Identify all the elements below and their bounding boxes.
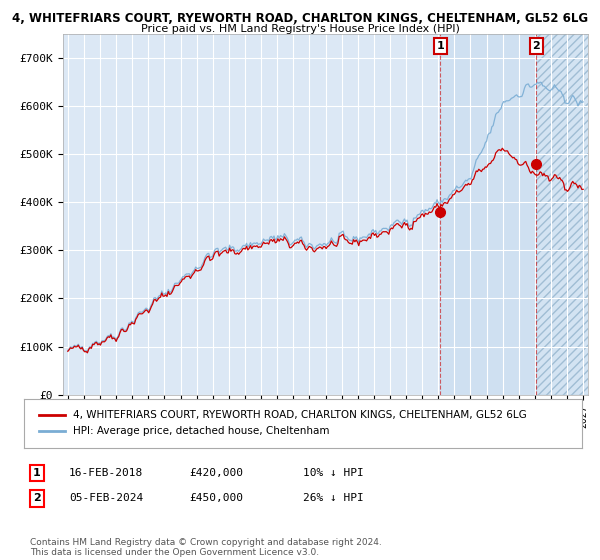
Bar [440,34,536,395]
Text: 4, WHITEFRIARS COURT, RYEWORTH ROAD, CHARLTON KINGS, CHELTENHAM, GL52 6LG: 4, WHITEFRIARS COURT, RYEWORTH ROAD, CHA… [12,12,588,25]
Text: 16-FEB-2018: 16-FEB-2018 [69,468,143,478]
Text: Contains HM Land Registry data © Crown copyright and database right 2024.
This d: Contains HM Land Registry data © Crown c… [30,538,382,557]
Legend: 4, WHITEFRIARS COURT, RYEWORTH ROAD, CHARLTON KINGS, CHELTENHAM, GL52 6LG, HPI: : 4, WHITEFRIARS COURT, RYEWORTH ROAD, CHA… [35,406,531,441]
Bar [536,34,591,395]
Text: 1: 1 [33,468,41,478]
Text: £450,000: £450,000 [189,493,243,503]
Text: £420,000: £420,000 [189,468,243,478]
Text: 26% ↓ HPI: 26% ↓ HPI [303,493,364,503]
Bar [536,34,591,395]
Text: 2: 2 [532,41,540,52]
Text: 2: 2 [33,493,41,503]
Text: Price paid vs. HM Land Registry's House Price Index (HPI): Price paid vs. HM Land Registry's House … [140,24,460,34]
Text: 1: 1 [436,41,444,52]
Text: 10% ↓ HPI: 10% ↓ HPI [303,468,364,478]
Text: 05-FEB-2024: 05-FEB-2024 [69,493,143,503]
